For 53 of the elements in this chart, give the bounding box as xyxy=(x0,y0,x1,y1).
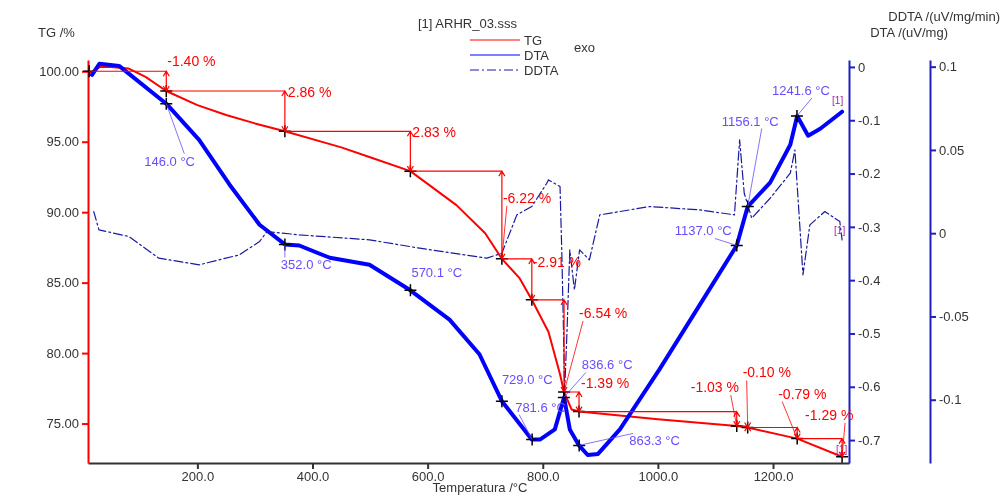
annotation: 2.86 % xyxy=(287,84,332,101)
y-tick-label: 85.00 xyxy=(46,275,79,291)
y3-axis-title: DDTA /(uV/mg/min) xyxy=(888,9,1000,24)
annotation: 146.0 °C xyxy=(144,153,196,169)
legend-label: TG xyxy=(524,33,543,48)
x-tick-label: 1000.0 xyxy=(638,469,679,485)
y3-tick-label: 0.1 xyxy=(939,59,958,75)
annotation: -0.10 % xyxy=(742,364,791,381)
annotation: 352.0 °C xyxy=(280,257,332,273)
legend-label: DTA xyxy=(524,48,550,63)
x-tick-label: 400.0 xyxy=(296,469,330,485)
y-tick-label: 75.00 xyxy=(46,416,79,432)
annotation: 1137.0 °C xyxy=(674,223,732,239)
annotation: [1] xyxy=(834,224,846,236)
legend-label: DDTA xyxy=(524,63,559,78)
annotation: -1.40 % xyxy=(167,53,216,69)
y-tick-label: 80.00 xyxy=(46,345,79,361)
y3-tick-label: 0 xyxy=(939,225,947,241)
y-axis-title: TG /% xyxy=(38,25,76,40)
annotation: 1241.6 °C xyxy=(771,82,830,98)
y-tick-label: 90.00 xyxy=(46,204,79,220)
y2-tick-label: -0.5 xyxy=(858,326,881,342)
y2-tick-label: -0.7 xyxy=(858,432,881,448)
annotation: -0.79 % xyxy=(778,385,827,402)
annotation: 570.1 °C xyxy=(411,265,463,281)
x-tick-label: 1200.0 xyxy=(753,469,794,485)
annotation: 2.83 % xyxy=(412,124,456,141)
x-tick-label: 200.0 xyxy=(181,469,215,485)
y2-tick-label: -0.2 xyxy=(858,166,881,182)
annotation: -1.03 % xyxy=(690,379,739,396)
y2-tick-label: 0 xyxy=(858,59,866,75)
annotation: 729.0 °C xyxy=(501,372,553,388)
chart-title: [1] ARHR_03.sss xyxy=(418,16,518,31)
y3-tick-label: -0.05 xyxy=(939,309,969,325)
annotation: -6.22 % xyxy=(502,189,552,206)
annotation: 863.3 °C xyxy=(629,433,680,449)
annotation: -6.54 % xyxy=(579,304,628,321)
annotation: [1] xyxy=(832,94,844,106)
y2-tick-label: -0.3 xyxy=(858,219,881,235)
annotation: -1.39 % xyxy=(581,374,630,391)
y2-tick-label: -0.6 xyxy=(858,379,881,395)
y-tick-label: 100.00 xyxy=(39,63,79,79)
text: exo xyxy=(574,40,595,55)
annotation: 836.6 °C xyxy=(581,357,633,373)
y3-tick-label: 0.05 xyxy=(939,142,965,158)
y3-tick-label: -0.1 xyxy=(939,392,962,408)
x-axis-title: Temperatura /°C xyxy=(432,480,528,495)
y2-tick-label: -0.4 xyxy=(858,272,881,288)
x-tick-label: 800.0 xyxy=(526,469,560,485)
y2-axis-title: DTA /(uV/mg) xyxy=(870,25,948,40)
y2-tick-label: -0.1 xyxy=(858,112,881,128)
annotation: 1156.1 °C xyxy=(721,113,779,129)
y-tick-label: 95.00 xyxy=(46,134,79,150)
